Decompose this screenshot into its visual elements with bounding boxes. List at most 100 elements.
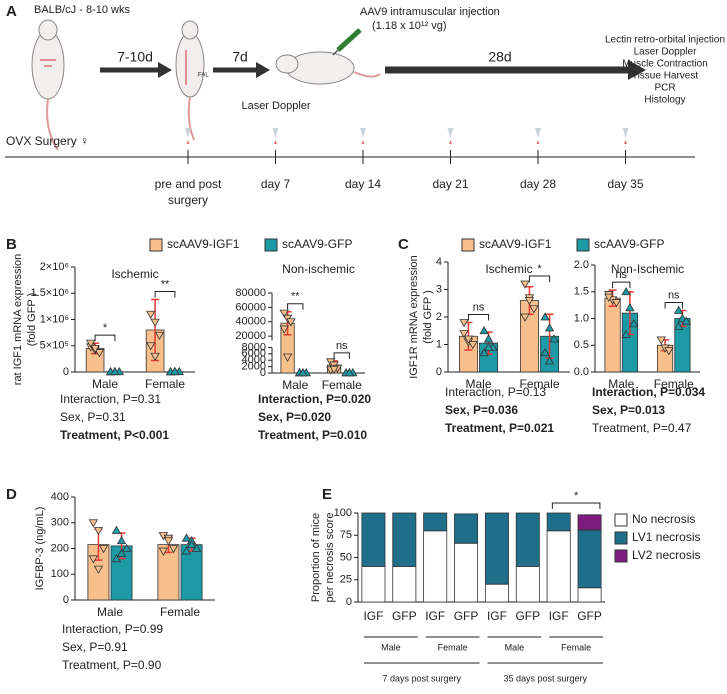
data-point (110, 366, 120, 376)
y-tick-label: 300 (51, 517, 69, 529)
injection-label: AAV9 intramuscular injection (360, 6, 500, 18)
mouse-illustration (181, 20, 199, 40)
data-point (681, 316, 691, 325)
stats-text: Treatment, P<0.001 (60, 428, 169, 442)
timepoint-marker (272, 128, 279, 138)
data-point (621, 329, 631, 338)
y-tick-label: 20000 (235, 330, 266, 342)
significance-bracket (551, 502, 601, 509)
timepoint-marker (360, 128, 366, 138)
mouse-illustration (38, 19, 58, 41)
legend-swatch (264, 238, 278, 252)
y-axis-label: IGFBP-3 (ng/mL) (34, 507, 46, 591)
stats-text: Treatment, P=0.47 (592, 421, 692, 435)
bar-segment (423, 512, 448, 532)
data-point (520, 280, 530, 289)
endpoint-label: Histology (644, 95, 685, 106)
x-tick-label: GFP (515, 609, 540, 623)
y-tick-label: 0 (260, 367, 266, 379)
timepoint-label: day 7 (261, 177, 291, 191)
legend-label: LV2 necrosis (632, 548, 700, 562)
panel-letter: E (322, 486, 332, 503)
stats-text: Sex, P=0.91 (62, 640, 128, 654)
data-point (463, 335, 474, 344)
supergroup-label: 7 days post surgery (382, 673, 461, 683)
timepoint-marker (624, 140, 627, 144)
significance-bracket (154, 291, 176, 298)
data-point (468, 341, 478, 350)
x-tick-label: GFP (577, 609, 602, 623)
y-tick-label: 0 (63, 594, 69, 606)
data-point (163, 537, 174, 546)
y-tick-label: 6000 (242, 348, 266, 360)
legend-swatch (576, 238, 590, 252)
data-point (611, 299, 622, 308)
mouse-tail (46, 98, 59, 151)
timepoint-marker (449, 140, 452, 144)
significance-label: * (103, 322, 108, 334)
y-tick-label: 2×10⁶ (40, 261, 69, 273)
data-point (186, 539, 197, 549)
timepoint-marker (361, 140, 365, 144)
mouse-tail (353, 71, 381, 78)
incision (40, 59, 56, 67)
x-tick-label: IGF (487, 609, 507, 623)
chart-title: Ischemic (485, 262, 532, 276)
y-tick-label: 100 (51, 568, 69, 580)
stats-text: Sex, P=0.013 (592, 403, 665, 417)
panel-letter: A (6, 3, 17, 20)
y-tick-label: 2.0 (574, 259, 589, 271)
timepoint-marker (622, 128, 629, 138)
significance-label: ns (473, 301, 485, 313)
x-tick-label: Female (145, 377, 185, 391)
data-point (146, 342, 156, 351)
legend-swatch (614, 513, 628, 527)
group-label: Male (505, 642, 525, 652)
y-tick-label: 4000 (242, 354, 266, 366)
x-tick-label: Male (282, 378, 308, 392)
y-axis-label: (fold GFP ) (26, 293, 38, 347)
significance-label: ** (161, 278, 170, 290)
timepoint-marker (186, 140, 190, 144)
legend-swatch (461, 238, 475, 252)
y-tick-label: 1.5 (574, 286, 589, 298)
x-tick-label: GFP (454, 609, 479, 623)
data-point (544, 323, 555, 332)
y-axis-label: rat IGF1 mRNA expression (12, 254, 24, 385)
data-point (625, 302, 635, 312)
significance-bracket (664, 301, 683, 309)
data-point (93, 527, 104, 536)
timepoint-label: day 35 (607, 177, 643, 191)
data-point (88, 519, 99, 528)
stats-text: Sex, P=0.036 (445, 403, 518, 417)
significance-bracket (333, 352, 350, 359)
data-point (121, 543, 132, 552)
legend-label: LV1 necrosis (632, 530, 700, 544)
x-tick-label: Male (608, 377, 634, 391)
data-point (150, 352, 160, 362)
y-tick-label: 1 (436, 338, 442, 350)
data-point (673, 305, 684, 314)
timepoint-label: day 14 (345, 177, 381, 191)
y-axis-label: Proportion of mice (310, 513, 322, 602)
y-tick-label: 0 (346, 596, 352, 608)
legend-swatch (614, 531, 628, 545)
data-point (154, 331, 165, 341)
data-point (116, 548, 127, 558)
data-point (479, 325, 489, 335)
endpoint-label: Muscle Contraction (622, 59, 708, 70)
y-tick-label: 4 (436, 256, 442, 268)
significance-label: ns (336, 340, 348, 352)
group-label: Female (561, 642, 591, 652)
interval-label: 7-10d (117, 49, 153, 65)
stats-text: Interaction, P=0.31 (60, 392, 161, 406)
y-tick-label: 5×10⁵ (40, 340, 69, 352)
y-tick-label: 40000 (235, 316, 266, 328)
data-point (673, 321, 684, 330)
data-point (459, 319, 469, 328)
legend-label: scAAV9-GFP (282, 237, 352, 251)
stats-text: Treatment, P=0.021 (445, 421, 554, 435)
data-point (168, 545, 179, 554)
y-tick-label: 50 (340, 551, 352, 563)
